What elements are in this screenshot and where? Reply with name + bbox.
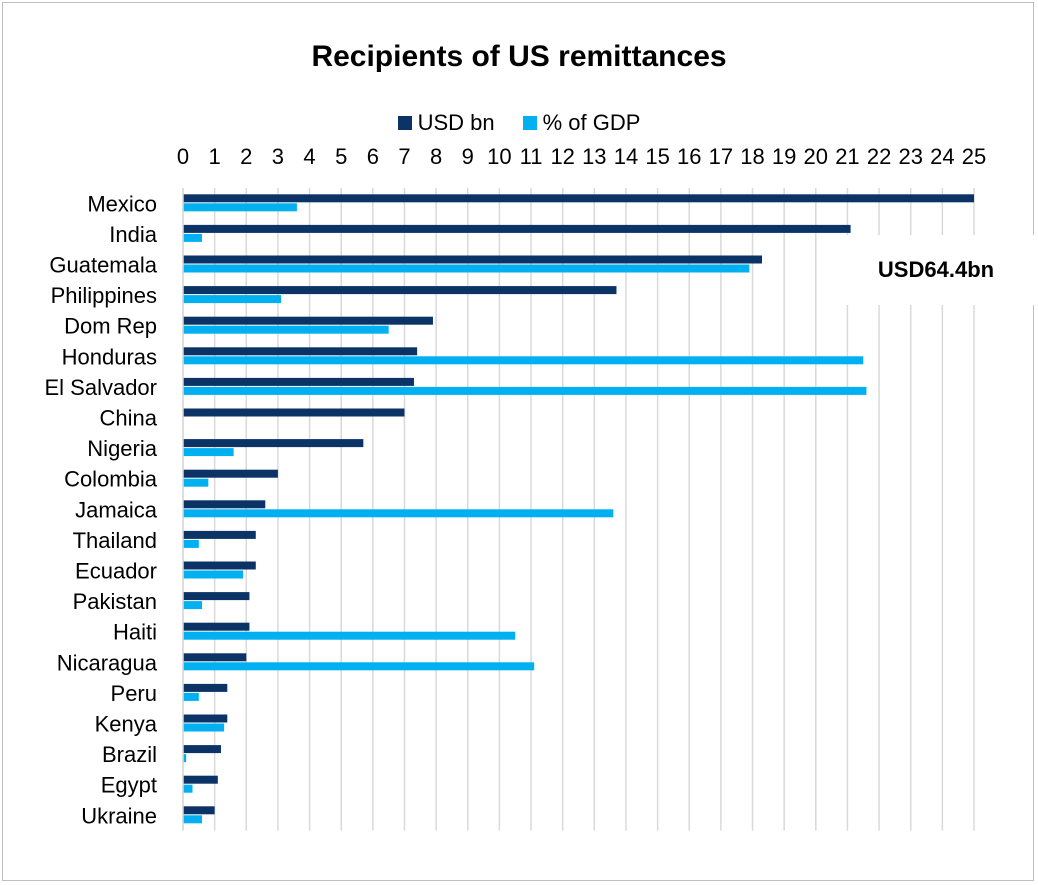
bar-gdp <box>183 570 244 579</box>
bar-gdp <box>183 295 282 304</box>
x-tick-label: 23 <box>898 144 922 169</box>
x-tick-label: 19 <box>772 144 796 169</box>
bar-gdp <box>183 784 193 793</box>
x-tick-label: 14 <box>614 144 638 169</box>
bar-usd <box>183 224 851 233</box>
bar-usd <box>183 622 250 631</box>
bar-usd <box>183 408 405 417</box>
bar-usd <box>183 561 256 570</box>
category-label: Kenya <box>95 712 158 737</box>
bar-gdp <box>183 264 750 273</box>
category-label: Guatemala <box>49 253 157 278</box>
x-tick-label: 8 <box>430 144 442 169</box>
category-label: India <box>109 222 157 247</box>
category-label: El Salvador <box>44 375 157 400</box>
x-tick-label: 9 <box>462 144 474 169</box>
bar-gdp <box>183 631 516 640</box>
category-label: Honduras <box>62 344 157 369</box>
chart-title: Recipients of US remittances <box>311 40 727 73</box>
x-tick-label: 11 <box>520 144 543 169</box>
x-tick-label: 22 <box>867 144 891 169</box>
category-label: Philippines <box>51 283 157 308</box>
bar-gdp <box>183 662 535 671</box>
bar-usd <box>183 500 266 509</box>
bar-gdp <box>183 386 867 395</box>
category-label: Mexico <box>87 191 157 216</box>
category-label: Jamaica <box>75 497 158 522</box>
category-label: Peru <box>111 681 157 706</box>
legend-item-usd: USD bn <box>397 110 495 136</box>
x-tick-label: 15 <box>645 144 669 169</box>
bar-usd <box>183 469 278 478</box>
x-tick-label: 12 <box>550 144 574 169</box>
bar-gdp <box>183 692 199 701</box>
x-tick-label: 20 <box>804 144 828 169</box>
x-tick-label: 21 <box>835 144 859 169</box>
x-tick-label: 6 <box>367 144 379 169</box>
category-label: Nicaragua <box>57 650 158 675</box>
category-label: Dom Rep <box>64 314 157 339</box>
x-tick-label: 0 <box>177 144 189 169</box>
bar-gdp <box>183 478 209 487</box>
bar-usd <box>183 255 763 264</box>
legend-swatch-gdp <box>522 116 537 130</box>
bar-gdp <box>183 509 614 518</box>
bar-usd <box>183 439 364 448</box>
bar-usd <box>183 714 228 723</box>
x-tick-label: 5 <box>335 144 347 169</box>
x-tick-label: 13 <box>582 144 606 169</box>
category-label: Ukraine <box>81 803 157 828</box>
x-tick-label: 18 <box>740 144 764 169</box>
bar-usd <box>183 316 433 325</box>
x-tick-label: 10 <box>487 144 511 169</box>
bar-gdp <box>183 448 234 457</box>
bar-gdp <box>183 601 202 610</box>
bar-usd <box>183 530 256 539</box>
x-tick-label: 3 <box>272 144 284 169</box>
x-tick-label: 4 <box>303 144 315 169</box>
bar-gdp <box>183 754 187 763</box>
category-label: Colombia <box>64 467 158 492</box>
bar-gdp <box>183 815 202 824</box>
bar-gdp <box>183 356 864 365</box>
bar-usd <box>183 286 617 295</box>
category-label: Nigeria <box>87 436 157 461</box>
bar-usd <box>183 775 218 784</box>
chart-legend: USD bn % of GDP <box>0 110 1038 136</box>
category-label: Haiti <box>113 620 157 645</box>
bar-gdp <box>183 233 202 242</box>
mexico-value-callout: USD64.4bn <box>838 235 1034 305</box>
bar-gdp <box>183 539 199 548</box>
bar-usd <box>183 194 974 203</box>
bar-usd <box>183 745 221 754</box>
bar-usd <box>183 806 215 815</box>
bar-usd <box>183 683 228 692</box>
bar-usd <box>183 347 418 356</box>
legend-item-gdp: % of GDP <box>522 110 641 136</box>
bar-gdp <box>183 325 389 334</box>
category-label: Thailand <box>73 528 157 553</box>
x-tick-label: 2 <box>240 144 252 169</box>
bar-gdp <box>183 203 297 212</box>
legend-swatch-usd <box>397 116 412 130</box>
category-label: Pakistan <box>73 589 157 614</box>
bar-usd <box>183 653 247 662</box>
bar-usd <box>183 592 250 601</box>
legend-label-gdp: % of GDP <box>542 110 641 135</box>
x-tick-label: 7 <box>398 144 410 169</box>
bar-usd <box>183 377 414 386</box>
category-label: Egypt <box>101 773 157 798</box>
x-tick-label: 1 <box>209 144 221 169</box>
x-tick-label: 16 <box>677 144 701 169</box>
category-label: China <box>100 406 158 431</box>
x-tick-label: 24 <box>930 144 954 169</box>
x-tick-label: 17 <box>709 144 733 169</box>
category-label: Ecuador <box>75 559 157 584</box>
x-tick-label: 25 <box>962 144 986 169</box>
legend-label-usd: USD bn <box>417 110 495 135</box>
category-label: Brazil <box>102 742 157 767</box>
bar-gdp <box>183 723 225 732</box>
